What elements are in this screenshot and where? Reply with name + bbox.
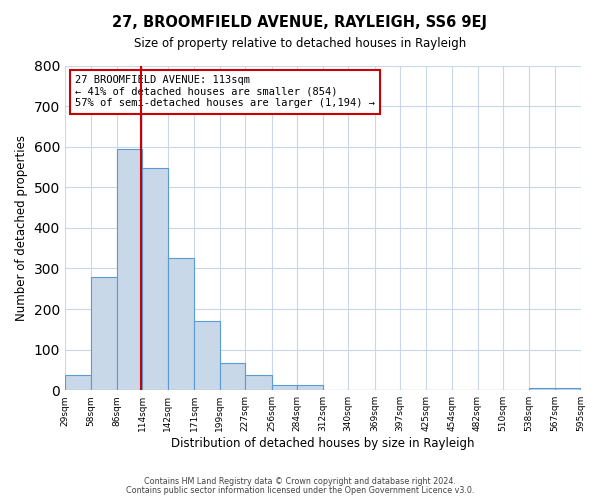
Text: Size of property relative to detached houses in Rayleigh: Size of property relative to detached ho… [134,38,466,51]
Bar [194,321,220,390]
Bar [220,363,245,390]
Text: Contains public sector information licensed under the Open Government Licence v3: Contains public sector information licen… [126,486,474,495]
Bar [245,375,272,390]
Y-axis label: Number of detached properties: Number of detached properties [15,135,28,321]
Bar [91,276,117,390]
Bar [142,168,168,390]
Bar [529,388,555,390]
Bar [168,258,194,390]
X-axis label: Distribution of detached houses by size in Rayleigh: Distribution of detached houses by size … [171,437,475,450]
Bar [555,388,580,390]
Bar [65,375,91,390]
Text: 27 BROOMFIELD AVENUE: 113sqm
← 41% of detached houses are smaller (854)
57% of s: 27 BROOMFIELD AVENUE: 113sqm ← 41% of de… [75,75,375,108]
Text: 27, BROOMFIELD AVENUE, RAYLEIGH, SS6 9EJ: 27, BROOMFIELD AVENUE, RAYLEIGH, SS6 9EJ [113,15,487,30]
Text: Contains HM Land Registry data © Crown copyright and database right 2024.: Contains HM Land Registry data © Crown c… [144,477,456,486]
Bar [117,148,142,390]
Bar [272,384,297,390]
Bar [297,384,323,390]
